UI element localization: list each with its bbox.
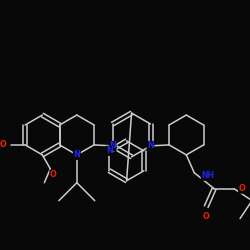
- Text: NH: NH: [201, 171, 214, 180]
- Text: O: O: [50, 170, 57, 179]
- Text: N: N: [147, 142, 154, 150]
- Text: O: O: [0, 140, 6, 149]
- Text: N: N: [74, 150, 80, 159]
- Text: N: N: [109, 142, 116, 150]
- Text: O: O: [203, 212, 209, 221]
- Text: N: N: [106, 146, 113, 156]
- Text: O: O: [239, 184, 246, 193]
